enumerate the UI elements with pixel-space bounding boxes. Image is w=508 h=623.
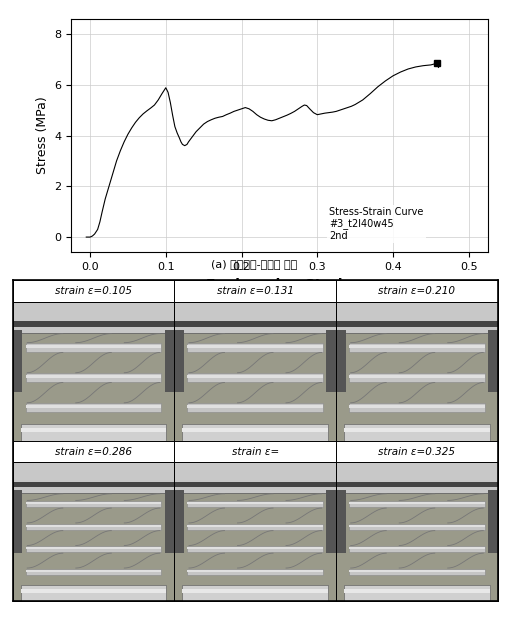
Bar	[174, 482, 336, 487]
Bar	[165, 490, 174, 553]
Bar	[336, 482, 498, 487]
Bar	[488, 330, 498, 392]
Bar	[182, 584, 328, 601]
Bar	[187, 523, 323, 530]
Text: strain ε=0.131: strain ε=0.131	[217, 286, 294, 296]
Bar	[13, 302, 174, 333]
Bar	[336, 302, 498, 333]
Bar	[187, 570, 323, 572]
X-axis label: Engineering Strain: Engineering Strain	[206, 278, 353, 292]
Bar	[174, 330, 184, 392]
Text: strain ε=0.210: strain ε=0.210	[378, 286, 456, 296]
Bar	[187, 345, 323, 348]
Bar	[25, 405, 162, 407]
Bar	[25, 343, 162, 352]
Bar	[349, 405, 485, 407]
Bar	[349, 343, 485, 352]
Bar	[349, 570, 485, 572]
Bar	[336, 321, 498, 327]
Bar	[21, 428, 166, 432]
Bar	[344, 584, 490, 601]
Bar	[182, 589, 328, 593]
Bar	[25, 569, 162, 575]
Bar	[13, 321, 174, 327]
Bar	[182, 424, 328, 441]
Text: strain ε=: strain ε=	[232, 447, 279, 457]
Bar	[349, 345, 485, 348]
Bar	[349, 525, 485, 527]
Bar	[13, 490, 22, 553]
Bar	[344, 428, 490, 432]
Text: Stress-Strain Curve
#3_t2l40w45
2nd: Stress-Strain Curve #3_t2l40w45 2nd	[329, 207, 424, 240]
Bar	[21, 424, 166, 441]
Bar	[174, 490, 184, 553]
Bar	[25, 375, 162, 378]
Bar	[187, 375, 323, 378]
Bar	[349, 548, 485, 549]
Text: (a) 압축응력-변형률 곱선: (a) 압축응력-변형률 곱선	[211, 259, 297, 269]
Bar	[13, 330, 22, 392]
Bar	[187, 404, 323, 412]
Bar	[349, 373, 485, 382]
Bar	[349, 502, 485, 504]
Text: strain ε=0.105: strain ε=0.105	[55, 286, 132, 296]
Bar	[25, 373, 162, 382]
Bar	[25, 525, 162, 527]
Bar	[25, 404, 162, 412]
Bar	[187, 546, 323, 553]
Bar	[349, 569, 485, 575]
Bar	[182, 428, 328, 432]
Bar	[174, 302, 336, 333]
Bar	[187, 569, 323, 575]
Bar	[327, 330, 336, 392]
Bar	[25, 546, 162, 553]
Text: strain ε=0.286: strain ε=0.286	[55, 447, 132, 457]
Bar	[25, 523, 162, 530]
Bar	[13, 482, 174, 487]
Bar	[187, 373, 323, 382]
Bar	[187, 405, 323, 407]
Bar	[174, 321, 336, 327]
Y-axis label: Stress (MPa): Stress (MPa)	[36, 97, 49, 174]
Bar	[187, 501, 323, 507]
Bar	[25, 345, 162, 348]
Bar	[187, 502, 323, 504]
Bar	[349, 404, 485, 412]
Bar	[349, 501, 485, 507]
Bar	[327, 490, 336, 553]
Bar	[13, 462, 174, 493]
Bar	[488, 490, 498, 553]
Bar	[165, 330, 174, 392]
Bar	[344, 589, 490, 593]
Bar	[336, 330, 346, 392]
Bar	[25, 501, 162, 507]
Bar	[336, 490, 346, 553]
Bar	[25, 502, 162, 504]
Bar	[187, 548, 323, 549]
Bar	[349, 375, 485, 378]
Text: strain ε=0.325: strain ε=0.325	[378, 447, 456, 457]
Bar	[25, 570, 162, 572]
Bar	[21, 589, 166, 593]
Bar	[187, 525, 323, 527]
Bar	[174, 462, 336, 493]
Bar	[349, 546, 485, 553]
Bar	[336, 462, 498, 493]
Bar	[25, 548, 162, 549]
Bar	[21, 584, 166, 601]
Bar	[349, 523, 485, 530]
Bar	[187, 343, 323, 352]
Bar	[344, 424, 490, 441]
